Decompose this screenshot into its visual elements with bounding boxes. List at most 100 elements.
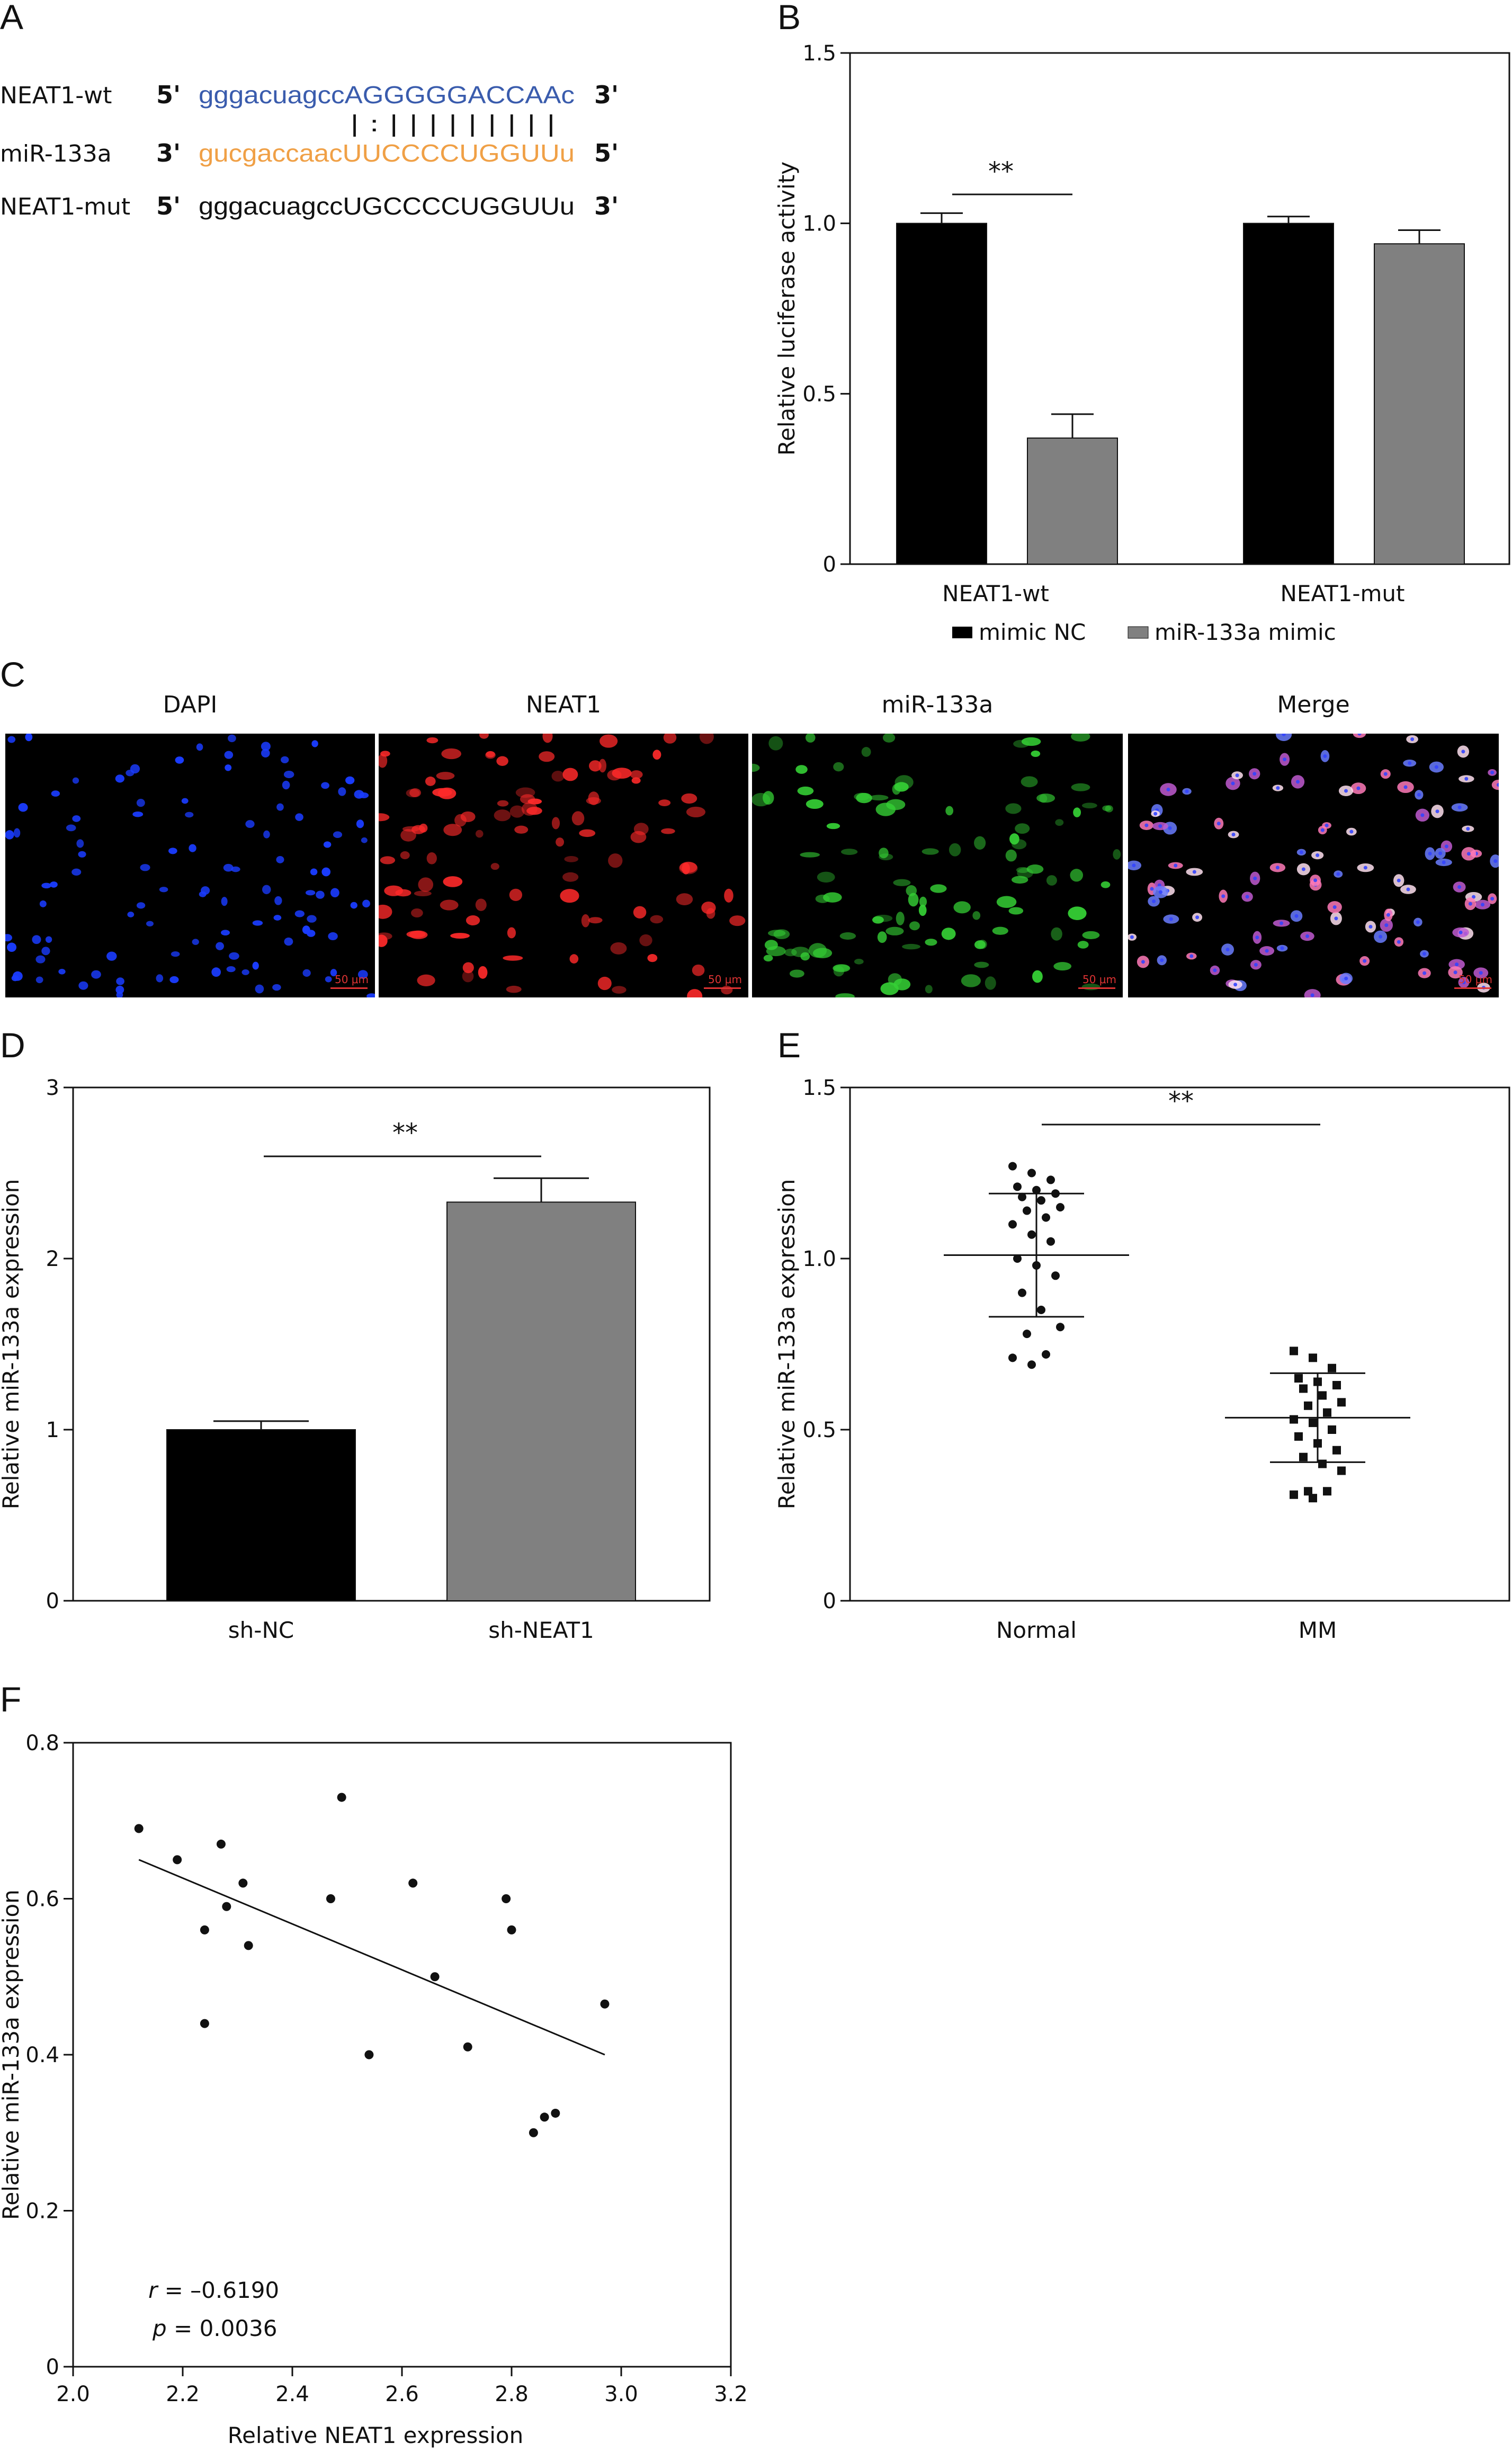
microscopy-title: DAPI <box>163 691 218 718</box>
y-axis-label: Relative miR-133a expression <box>0 1889 24 2220</box>
data-point <box>1023 1330 1031 1339</box>
nucleus <box>1422 971 1427 975</box>
nucleus <box>1468 902 1472 906</box>
data-point <box>1309 1419 1317 1428</box>
cell <box>791 947 810 957</box>
cell <box>460 811 476 822</box>
cell <box>607 770 622 781</box>
cell <box>1101 881 1111 888</box>
nucleus <box>72 815 81 822</box>
y-tick-label: 1.5 <box>802 1076 836 1100</box>
nucleus <box>361 837 368 843</box>
data-point <box>1056 1203 1064 1212</box>
cell <box>894 775 914 790</box>
cell <box>1036 793 1055 803</box>
cell <box>909 921 920 931</box>
nucleus <box>1168 826 1172 830</box>
cell <box>426 852 437 864</box>
nucleus <box>307 930 316 937</box>
nucleus <box>221 897 228 906</box>
nucleus <box>189 844 196 852</box>
nucleus <box>216 942 225 950</box>
nucleus <box>1410 737 1415 742</box>
nucleus <box>7 736 16 743</box>
y-tick-label: 0.6 <box>25 1887 59 1912</box>
data-point <box>463 2042 472 2052</box>
nucleus <box>302 969 311 977</box>
legend-label: mimic NC <box>979 619 1086 645</box>
nucleus <box>1490 770 1495 774</box>
cell <box>562 872 579 882</box>
scale-bar <box>1454 987 1491 989</box>
nucleus <box>199 891 207 897</box>
nucleus <box>1368 924 1373 929</box>
cell <box>1015 823 1030 834</box>
nucleus <box>45 936 52 943</box>
y-tick-label: 0 <box>46 2355 59 2379</box>
cell <box>597 976 612 991</box>
data-point <box>1299 1452 1308 1461</box>
data-point <box>1018 1288 1026 1297</box>
nucleus <box>307 915 317 923</box>
nucleus <box>116 991 123 997</box>
nucleus <box>225 764 232 771</box>
nucleus <box>116 977 124 985</box>
nucleus <box>1231 781 1235 786</box>
nucleus <box>132 811 144 817</box>
luciferase-bar-chart: 0 0.5 1.0 1.5 Relative luciferase activity NE… <box>774 41 1510 645</box>
cell <box>854 959 864 965</box>
data-point <box>1294 1432 1303 1441</box>
cell <box>1009 833 1019 845</box>
data-point <box>1032 1185 1041 1194</box>
cell <box>972 911 981 920</box>
nucleus <box>1323 754 1327 758</box>
data-point <box>408 1878 418 1888</box>
nucleus <box>274 896 282 905</box>
cell <box>1068 906 1087 920</box>
data-point <box>1328 1363 1336 1372</box>
nucleus <box>262 885 271 895</box>
nucleus <box>1480 903 1484 907</box>
panel-letter-b: B <box>777 0 801 37</box>
x-axis-label: Relative NEAT1 expression <box>228 2422 523 2448</box>
y-tick-label: 3 <box>46 1076 59 1100</box>
cell <box>462 970 474 983</box>
data-point <box>1018 1192 1026 1201</box>
cell <box>485 751 496 759</box>
data-point <box>200 2019 209 2028</box>
panel-letter-d: D <box>0 1026 25 1065</box>
cell <box>1082 931 1100 939</box>
cell <box>763 791 774 805</box>
y-tick-label: 0.8 <box>25 1731 59 1755</box>
nucleus <box>1313 878 1318 882</box>
cell <box>515 787 535 798</box>
nucleus <box>1438 851 1443 855</box>
nucleus <box>5 934 13 942</box>
data-point <box>216 1839 226 1849</box>
cell <box>873 914 893 922</box>
data-point <box>1051 1271 1060 1280</box>
nucleus <box>1166 788 1170 792</box>
cell <box>479 734 489 739</box>
cell <box>462 962 474 974</box>
cell <box>521 802 538 816</box>
nucleus <box>1363 959 1367 963</box>
nucleus <box>140 864 150 871</box>
nucleus <box>1276 786 1280 790</box>
data-point <box>1008 1220 1017 1229</box>
cell <box>729 915 746 926</box>
nucleus <box>1213 968 1217 973</box>
legend-swatch <box>952 627 972 638</box>
nucleus <box>272 984 281 991</box>
nucleus <box>1442 860 1446 864</box>
nucleus <box>1216 822 1221 826</box>
cell <box>661 828 675 834</box>
cell <box>686 806 705 817</box>
data-point <box>1013 1254 1022 1263</box>
nucleus <box>1344 976 1348 980</box>
sequence-end-left: 3' <box>156 139 181 167</box>
cell <box>974 940 986 949</box>
nucleus <box>1472 895 1476 899</box>
